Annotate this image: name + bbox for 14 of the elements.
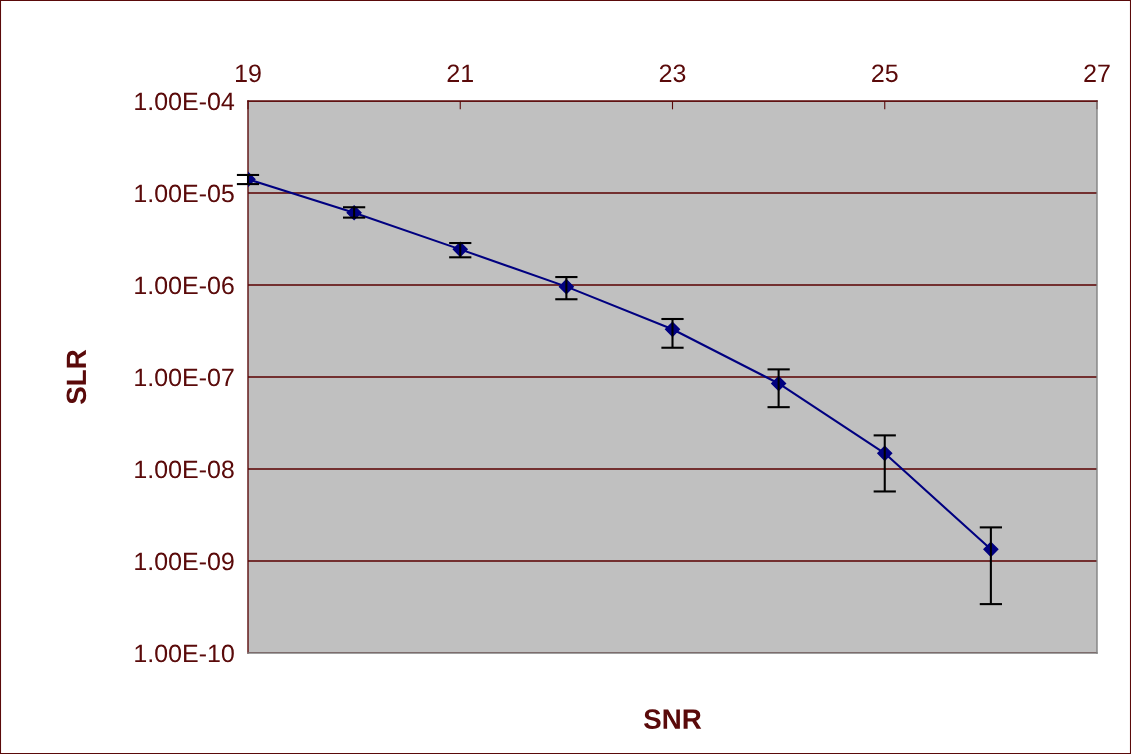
y-axis-title: SLR bbox=[66, 349, 87, 404]
x-axis-title: SNR bbox=[643, 709, 702, 729]
y-tick-label: 1.00E-08 bbox=[135, 460, 234, 479]
y-tick-label: 1.00E-04 bbox=[135, 92, 235, 111]
y-tick-label: 1.00E-05 bbox=[135, 184, 234, 203]
y-tick-label: 1.00E-10 bbox=[135, 644, 234, 663]
x-tick-label: 23 bbox=[659, 64, 686, 83]
x-tick-label: 19 bbox=[236, 64, 261, 83]
x-tick-label: 27 bbox=[1084, 64, 1110, 82]
y-tick-label: 1.00E-09 bbox=[135, 552, 234, 571]
y-tick-label: 1.00E-07 bbox=[135, 368, 234, 387]
x-tick-label: 21 bbox=[447, 64, 473, 82]
x-tick-label: 25 bbox=[872, 64, 898, 83]
y-tick-label: 1.00E-06 bbox=[135, 276, 234, 295]
